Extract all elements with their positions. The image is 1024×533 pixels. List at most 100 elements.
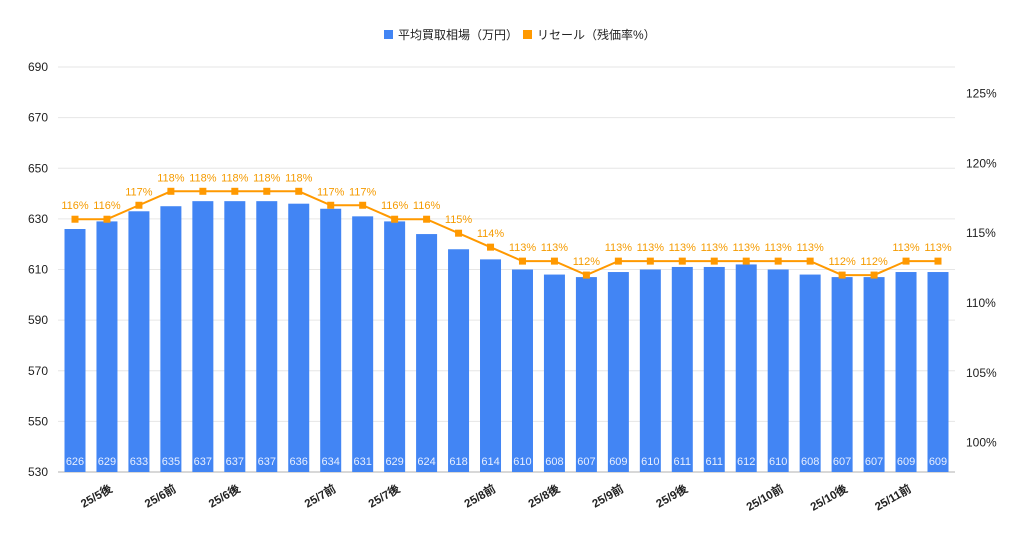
left-tick-label: 530 <box>28 465 48 479</box>
bar-data-label: 637 <box>258 456 276 468</box>
bar-data-label: 624 <box>417 456 435 468</box>
line-data-label: 116% <box>413 200 441 212</box>
bar <box>320 208 342 472</box>
right-tick-label: 115% <box>966 226 996 240</box>
bar-data-label: 608 <box>801 456 819 468</box>
legend-swatch-bar <box>384 30 393 39</box>
line-point <box>870 271 878 279</box>
bar <box>863 277 885 472</box>
line-point <box>231 187 239 195</box>
bar-data-label: 610 <box>513 456 531 468</box>
left-tick-label: 630 <box>28 212 48 226</box>
left-tick-label: 650 <box>28 161 48 175</box>
x-tick-label: 25/9前 <box>590 481 627 510</box>
legend-swatch-line <box>523 30 532 39</box>
legend: 平均買取相場（万円） リセール（残価率%） <box>384 27 656 42</box>
bar-data-label: 612 <box>737 456 755 468</box>
right-tick-label: 125% <box>966 87 997 101</box>
line-point <box>518 257 526 265</box>
line-data-label: 113% <box>669 242 697 254</box>
line-data-label: 113% <box>637 242 665 254</box>
bar-data-label: 636 <box>290 456 308 468</box>
bar-data-label: 629 <box>385 456 403 468</box>
bar <box>384 221 406 472</box>
bar-data-label: 609 <box>929 456 947 468</box>
line-data-label: 118% <box>189 172 217 184</box>
legend-label-line: リセール（残価率%） <box>537 27 656 42</box>
line-point <box>806 257 814 265</box>
bar-data-label: 626 <box>66 456 84 468</box>
right-tick-label: 120% <box>966 156 997 170</box>
bar-data-label: 629 <box>98 456 116 468</box>
line-data-label: 113% <box>701 242 729 254</box>
x-tick-label: 25/10前 <box>744 481 786 514</box>
bar-data-label: 608 <box>545 456 563 468</box>
x-tick-label: 25/10後 <box>808 481 850 514</box>
line-point <box>103 215 111 223</box>
line-point <box>423 215 431 223</box>
bar <box>767 269 789 472</box>
bar <box>927 272 949 472</box>
bar-series: 626 629 633 635 637 637 637 636 634 631 629 624 618 6… <box>64 201 949 472</box>
line-point <box>934 257 942 265</box>
bar-data-label: 635 <box>162 456 180 468</box>
right-tick-label: 100% <box>966 436 997 450</box>
line-data-label: 113% <box>509 242 537 254</box>
x-tick-label: 25/9後 <box>653 481 690 510</box>
line-data-label: 116% <box>381 200 409 212</box>
x-tick-label: 25/11前 <box>872 481 914 513</box>
line-data-label: 113% <box>796 242 824 254</box>
line-point <box>902 257 910 265</box>
bar <box>543 274 565 472</box>
bar <box>96 221 118 472</box>
left-axis: 530 550 570 590 610 630 650 670 690 <box>28 60 48 479</box>
bar <box>224 201 246 472</box>
line-data-label: 116% <box>93 200 121 212</box>
bar-data-label: 631 <box>353 456 371 468</box>
bar <box>575 277 597 472</box>
bar <box>895 272 917 472</box>
bar-data-label: 609 <box>609 456 627 468</box>
line-point <box>71 215 79 223</box>
x-axis: 25/5後 25/6前 25/6後 25/7前 25/7後 25/8前 25/8後 25/9前… <box>78 481 914 514</box>
line-data-label: 114% <box>477 228 505 240</box>
bar <box>288 203 310 472</box>
bar <box>192 201 214 472</box>
left-tick-label: 550 <box>28 414 48 428</box>
line-point <box>455 229 463 237</box>
bar-data-label: 610 <box>769 456 787 468</box>
left-tick-label: 610 <box>28 263 48 277</box>
line-data-label: 117% <box>317 186 345 198</box>
bar <box>799 274 821 472</box>
bar <box>256 201 278 472</box>
line-data-label: 113% <box>605 242 633 254</box>
bar-data-label: 611 <box>705 456 723 468</box>
line-point <box>582 271 590 279</box>
bar-data-label: 637 <box>226 456 244 468</box>
line-data-label: 118% <box>157 172 185 184</box>
line-point <box>710 257 718 265</box>
line-data-label: 117% <box>349 186 377 198</box>
line-series: 116% 116% 117% 118% 118% 118% 118% 118% 117% 117%… <box>61 172 952 279</box>
bar <box>160 206 182 472</box>
left-tick-label: 590 <box>28 313 48 327</box>
bar <box>480 259 502 472</box>
line-data-label: 113% <box>765 242 793 254</box>
line-data-label: 113% <box>924 242 952 254</box>
bar-data-label: 633 <box>130 456 148 468</box>
bar-data-label: 618 <box>449 456 467 468</box>
line-data-label: 113% <box>541 242 569 254</box>
bar-data-label: 607 <box>577 456 595 468</box>
line-data-label: 113% <box>733 242 761 254</box>
x-tick-label: 25/5後 <box>78 481 115 510</box>
bar <box>64 229 86 472</box>
line-path <box>75 190 938 277</box>
x-tick-label: 25/7前 <box>302 481 339 510</box>
bar-data-label: 607 <box>833 456 851 468</box>
x-tick-label: 25/8前 <box>462 481 499 510</box>
line-point <box>295 187 303 195</box>
line-data-label: 117% <box>125 186 153 198</box>
line-data-label: 112% <box>860 256 888 268</box>
line-point <box>550 257 558 265</box>
